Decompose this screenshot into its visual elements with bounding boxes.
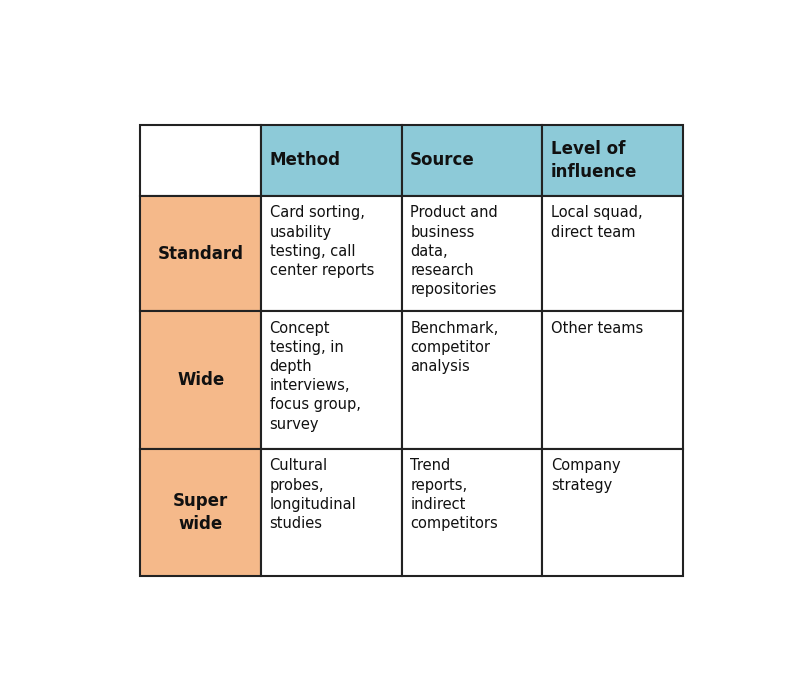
Bar bbox=[261, 449, 401, 576]
Bar bbox=[261, 196, 401, 311]
Bar bbox=[261, 311, 401, 449]
Bar bbox=[401, 125, 542, 196]
Text: Level of
influence: Level of influence bbox=[551, 140, 638, 180]
Text: Other teams: Other teams bbox=[551, 320, 643, 335]
Bar bbox=[401, 449, 542, 576]
Bar bbox=[542, 311, 683, 449]
Bar bbox=[401, 196, 542, 311]
Text: Trend
reports,
indirect
competitors: Trend reports, indirect competitors bbox=[410, 458, 498, 531]
Text: Company
strategy: Company strategy bbox=[551, 458, 620, 493]
Bar bbox=[141, 311, 261, 449]
Text: Cultural
probes,
longitudinal
studies: Cultural probes, longitudinal studies bbox=[269, 458, 356, 531]
Bar bbox=[141, 449, 261, 576]
Bar bbox=[141, 125, 261, 196]
Bar bbox=[261, 125, 401, 196]
Bar bbox=[542, 196, 683, 311]
Text: Local squad,
direct team: Local squad, direct team bbox=[551, 205, 642, 239]
Text: Wide: Wide bbox=[177, 371, 224, 389]
Bar bbox=[401, 311, 542, 449]
Bar bbox=[542, 125, 683, 196]
Text: Benchmark,
competitor
analysis: Benchmark, competitor analysis bbox=[410, 320, 498, 374]
Text: Method: Method bbox=[269, 151, 340, 169]
Text: Super
wide: Super wide bbox=[173, 492, 228, 533]
Text: Concept
testing, in
depth
interviews,
focus group,
survey: Concept testing, in depth interviews, fo… bbox=[269, 320, 360, 431]
Text: Card sorting,
usability
testing, call
center reports: Card sorting, usability testing, call ce… bbox=[269, 205, 374, 278]
Bar bbox=[141, 196, 261, 311]
Text: Product and
business
data,
research
repositories: Product and business data, research repo… bbox=[410, 205, 498, 297]
Text: Source: Source bbox=[410, 151, 475, 169]
Text: Standard: Standard bbox=[158, 244, 243, 263]
Bar bbox=[542, 449, 683, 576]
